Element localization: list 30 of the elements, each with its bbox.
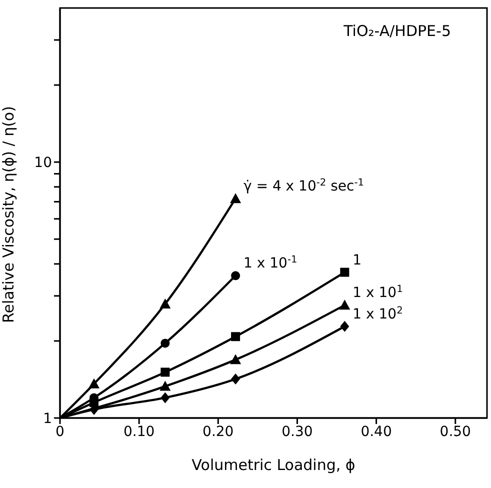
x-tick-label: 0 <box>56 424 64 440</box>
point <box>230 354 242 364</box>
point <box>90 398 98 407</box>
point <box>160 392 170 404</box>
series-label: 1 <box>352 252 362 268</box>
x-tick-label: 0.20 <box>202 424 234 440</box>
x-axis-title: Volumetric Loading, ϕ <box>192 456 356 474</box>
point <box>88 378 100 388</box>
series-label: 1 x 10$^{1}$ <box>352 284 403 302</box>
annotation: TiO₂-A/HDPE-5 <box>344 22 451 40</box>
point <box>160 380 171 391</box>
point <box>160 338 170 348</box>
point <box>230 193 242 204</box>
point <box>231 374 240 385</box>
point <box>160 298 171 308</box>
x-tick-label: 0.30 <box>282 424 313 440</box>
point <box>340 268 350 277</box>
series-label: γ̇ = 4 x 10$^{-2}$ sec$^{-1}$ <box>244 177 364 195</box>
x-tick-label: 0.50 <box>440 424 471 440</box>
x-tick-label: 0.10 <box>123 424 155 440</box>
point <box>231 271 240 280</box>
series-label: 1 x 10$^{-1}$ <box>244 254 298 272</box>
point <box>339 300 350 310</box>
point <box>231 332 240 342</box>
point <box>340 320 350 332</box>
series-label: 1 x 10$^{2}$ <box>352 304 403 322</box>
y-tick-label: 10 <box>34 155 52 172</box>
point <box>160 368 170 377</box>
y-axis-title: Relative Viscosity, η(ϕ) / η(o) <box>0 106 18 323</box>
x-tick-label: 0.40 <box>360 424 392 440</box>
